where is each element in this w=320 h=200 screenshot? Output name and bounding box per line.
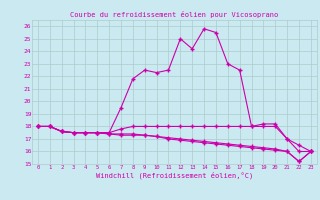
X-axis label: Windchill (Refroidissement éolien,°C): Windchill (Refroidissement éolien,°C) xyxy=(96,171,253,179)
Title: Courbe du refroidissement éolien pour Vicosoprano: Courbe du refroidissement éolien pour Vi… xyxy=(70,11,278,18)
